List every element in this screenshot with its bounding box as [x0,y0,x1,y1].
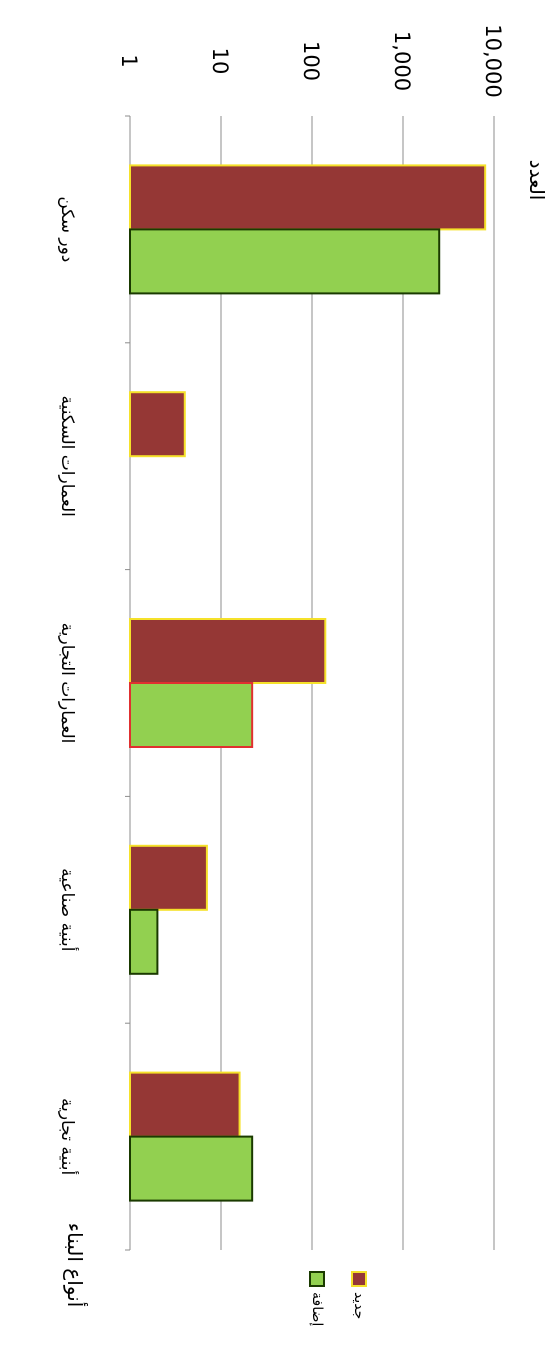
tick-label: 10,000 [481,24,505,97]
legend-label: جديد [351,1292,367,1319]
legend-swatch [309,1271,325,1287]
value-axis-title: العدد [525,160,549,201]
bar-addition [129,682,254,748]
category-axis-title: أنواع البناء [63,1223,88,1308]
bar-addition [129,228,441,295]
category-label: العمارات السكنية [57,396,77,517]
bar-new [129,391,186,458]
legend-swatch [351,1271,367,1287]
category-label: العمارات التجارية [57,623,77,744]
bar-new [129,1071,241,1138]
category-label: أبنية صناعية [57,868,79,951]
category-label: أبنية تجارية [57,1098,79,1175]
bars [129,164,487,1202]
bar-addition [129,1135,254,1202]
tick-label: 1 [117,54,141,67]
legend: جديد إضافة [309,1271,367,1326]
axis-titles: العدد أنواع البناء [63,160,549,1308]
category-axis-labels: دور سكن العمارات السكنية العمارات التجارية… [57,196,79,1175]
bar-new [129,844,208,911]
bar-addition [129,908,159,975]
category-label: دور سكن [57,196,77,262]
tick-label: 10 [208,48,232,75]
tick-label: 1,000 [390,31,414,91]
value-axis-ticks: 1 10 100 1,000 10,000 [117,24,505,97]
tick-label: 100 [299,41,323,81]
bar-new [129,618,327,684]
legend-label: إضافة [309,1292,325,1326]
bar-new [129,164,487,231]
